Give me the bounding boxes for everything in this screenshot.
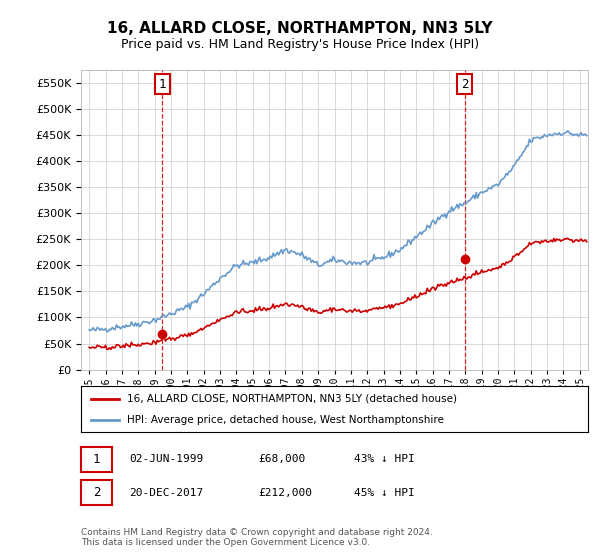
- Text: 02-JUN-1999: 02-JUN-1999: [129, 454, 203, 464]
- Text: 45% ↓ HPI: 45% ↓ HPI: [354, 488, 415, 498]
- Text: 16, ALLARD CLOSE, NORTHAMPTON, NN3 5LY: 16, ALLARD CLOSE, NORTHAMPTON, NN3 5LY: [107, 21, 493, 36]
- Text: £68,000: £68,000: [258, 454, 305, 464]
- Text: 43% ↓ HPI: 43% ↓ HPI: [354, 454, 415, 464]
- Text: Contains HM Land Registry data © Crown copyright and database right 2024.
This d: Contains HM Land Registry data © Crown c…: [81, 528, 433, 547]
- Text: 1: 1: [93, 452, 100, 466]
- Text: 20-DEC-2017: 20-DEC-2017: [129, 488, 203, 498]
- Text: 16, ALLARD CLOSE, NORTHAMPTON, NN3 5LY (detached house): 16, ALLARD CLOSE, NORTHAMPTON, NN3 5LY (…: [127, 394, 457, 404]
- Text: 2: 2: [93, 486, 100, 500]
- Text: £212,000: £212,000: [258, 488, 312, 498]
- Text: Price paid vs. HM Land Registry's House Price Index (HPI): Price paid vs. HM Land Registry's House …: [121, 38, 479, 51]
- Text: 2: 2: [461, 78, 469, 91]
- Text: 1: 1: [158, 78, 166, 91]
- Text: HPI: Average price, detached house, West Northamptonshire: HPI: Average price, detached house, West…: [127, 415, 443, 425]
